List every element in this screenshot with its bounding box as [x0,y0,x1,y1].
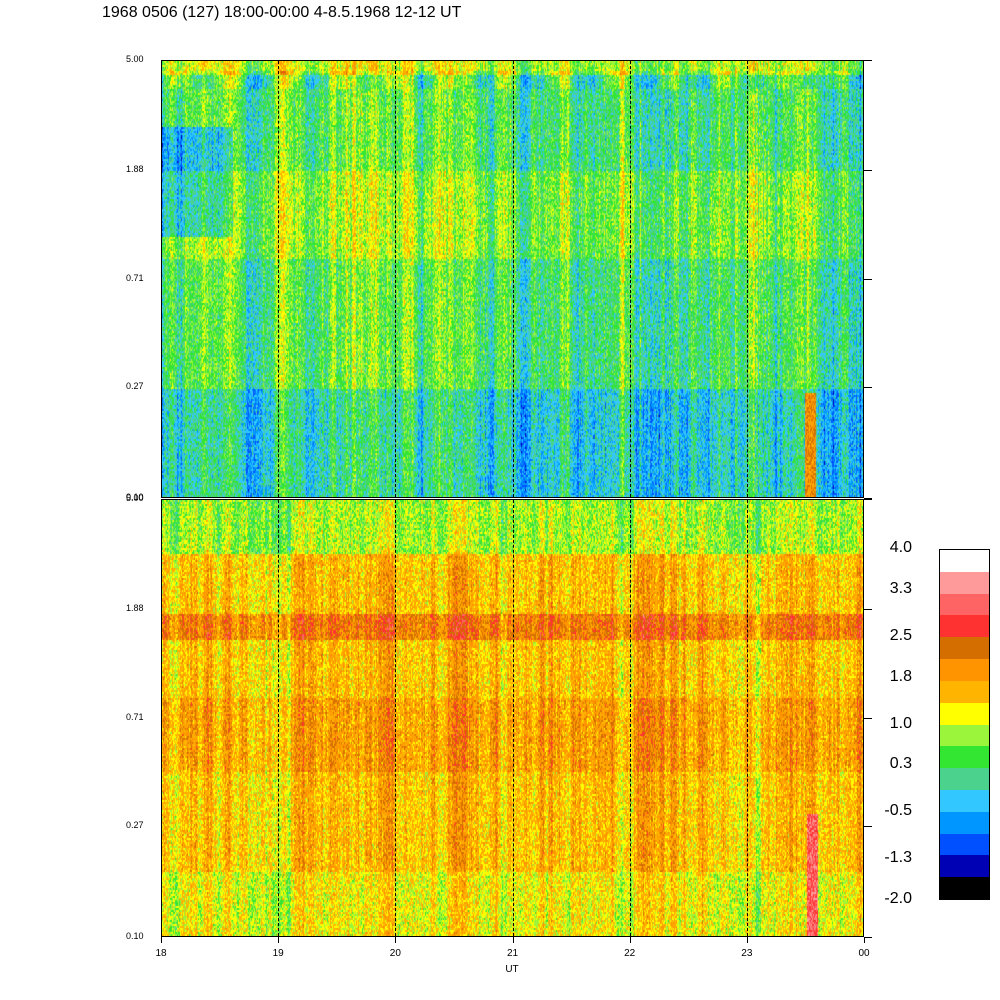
colorbar-label: 2.5 [889,626,912,644]
y-tick-label-top: 5.00 [126,54,144,64]
colorbar-segment [940,855,989,878]
y-tick-mark-top [864,278,872,280]
colorbar-segment [940,877,989,899]
y-tick-mark-bottom [864,499,872,500]
y-tick-label-bottom: 0.71 [126,711,144,722]
x-tick-mark [395,937,397,943]
colorbar-segment [940,833,989,856]
colorbar-segment [940,571,989,595]
colorbar-segment [940,768,989,791]
hour-gridline [629,500,631,936]
y-tick-label-top: 1.88 [126,163,144,174]
spectrogram-panel-top [161,60,864,498]
y-tick-mark-bottom [864,937,872,938]
x-tick-label: 19 [272,948,284,959]
y-tick-mark-bottom [864,825,872,827]
hour-gridline [395,500,397,936]
hour-gridline [278,61,280,497]
x-tick-mark [746,937,748,943]
y-tick-label-top: 0.27 [126,380,144,391]
colorbar-label: 4.0 [889,539,912,556]
x-tick-mark [278,937,280,943]
x-tick-label: 21 [506,948,519,959]
colorbar-label: -0.5 [884,802,912,820]
colorbar-segment [940,724,989,747]
hour-gridline [746,500,748,936]
x-tick-label: 00 [858,948,870,959]
colorbar-label: 1.0 [889,714,912,732]
colorbar-segment [940,637,989,660]
hour-gridline [512,500,514,936]
y-tick-mark-top [864,60,872,61]
colorbar-label: 1.8 [889,667,912,685]
y-tick-mark-top [864,386,872,388]
x-tick-label: 22 [624,948,636,959]
hour-gridline [512,61,514,497]
y-tick-label-bottom: 0.27 [126,819,144,830]
colorbar-segment [940,550,989,573]
colorbar-label: 0.3 [889,755,912,773]
colorbar-segment [940,746,989,769]
chart-title: 1968 0506 (127) 18:00-00:00 4-8.5.1968 1… [102,4,462,21]
hour-gridline [746,61,748,497]
y-tick-mark-top [864,498,872,499]
y-tick-mark-bottom [864,717,872,719]
x-axis-title: UT [505,964,519,975]
x-tick-mark [161,937,162,943]
colorbar-segment [940,615,989,638]
colorbar-label: -1.3 [884,849,912,867]
hour-gridline [278,500,280,936]
y-tick-mark-bottom [864,608,872,610]
y-tick-label-top: 0.71 [126,272,144,283]
hour-gridline [395,61,397,497]
colorbar-segment [940,811,989,835]
y-tick-label-bottom: 1.88 [126,602,144,613]
colorbar-label: -2.0 [884,890,912,907]
x-tick-label: 18 [155,948,167,959]
spectrogram-panel-bottom [161,499,864,937]
colorbar-segment [940,593,989,616]
y-tick-label-top: 0.10 [126,492,144,502]
x-tick-mark [512,937,514,943]
colorbar-label: 3.3 [889,579,912,597]
colorbar [939,549,990,900]
y-tick-mark-top [864,169,872,171]
colorbar-segment [940,789,989,813]
x-tick-mark [864,937,865,943]
colorbar-segment [940,659,989,682]
colorbar-segment [940,680,989,704]
x-tick-label: 20 [389,948,401,959]
x-tick-label: 23 [741,948,753,959]
hour-gridline [629,61,631,497]
colorbar-segment [940,702,989,725]
y-tick-label-bottom: 5.00 [126,493,144,503]
x-tick-mark [629,937,631,943]
y-tick-label-bottom: 0.10 [126,931,144,941]
